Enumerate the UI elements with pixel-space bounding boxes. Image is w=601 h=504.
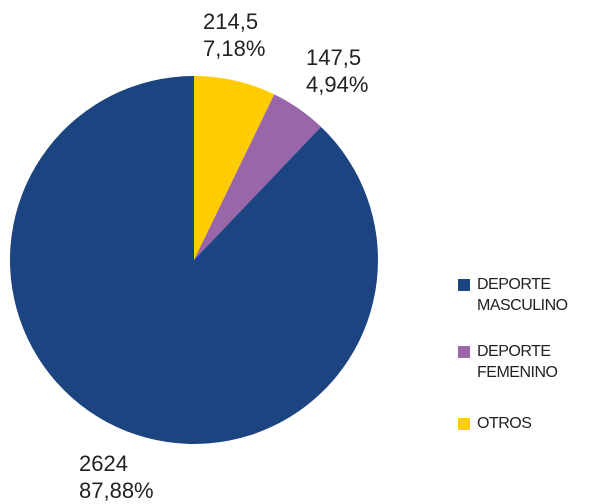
slice-label-deporte-femenino: 147,5 4,94% [306, 44, 368, 98]
legend-item-otros: OTROS [458, 413, 601, 434]
slice-value-deporte-femenino: 147,5 [306, 45, 362, 70]
slice-percent-deporte-femenino: 4,94% [306, 72, 369, 97]
legend-label-deporte-masculino: DEPORTE MASCULINO [477, 276, 568, 314]
chart-legend: DEPORTE MASCULINO DEPORTE FEMENINO OTROS [458, 274, 601, 459]
pie-slice-otros [194, 76, 275, 260]
legend-item-deporte-masculino: DEPORTE MASCULINO [458, 274, 601, 316]
legend-swatch-deporte-masculino [458, 279, 470, 291]
legend-label-deporte-femenino: DEPORTE FEMENINO [477, 343, 558, 381]
slice-percent-otros: 7,18% [203, 36, 266, 61]
legend-swatch-otros [458, 418, 470, 430]
slice-label-otros: 214,5 7,18% [203, 8, 265, 62]
slice-value-otros: 214,5 [203, 9, 259, 34]
legend-label-otros: OTROS [477, 415, 532, 432]
pie-slice-deporte-femenino [194, 94, 321, 261]
slice-percent-deporte-masculino: 87,88% [79, 478, 154, 503]
legend-item-deporte-femenino: DEPORTE FEMENINO [458, 341, 601, 383]
slice-value-deporte-masculino: 2624 [79, 451, 128, 476]
slice-label-deporte-masculino: 2624 87,88% [79, 450, 154, 504]
pie-slice-deporte-masculino [9, 76, 378, 445]
legend-swatch-deporte-femenino [458, 346, 470, 358]
